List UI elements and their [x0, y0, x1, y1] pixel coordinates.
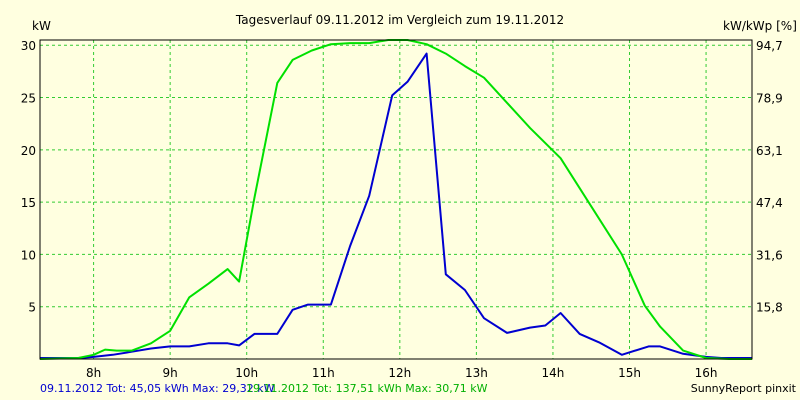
- x-tick-label: 16h: [695, 366, 718, 380]
- tick-labels: 8h 9h 10h 11h 12h 13h 14h 15h 16h 5 10 15 20 25 30 15,8…: [21, 39, 783, 380]
- y-tick-label-right: 78,9: [756, 92, 783, 106]
- x-tick-label: 8h: [86, 366, 101, 380]
- y-tick-label-right: 94,7: [756, 39, 783, 53]
- x-tick-label: 15h: [618, 366, 641, 380]
- x-tick-label: 13h: [465, 366, 488, 380]
- series-line-1: [40, 52, 752, 359]
- series-line-2: [39, 39, 752, 360]
- x-tick-label: 10h: [235, 366, 258, 380]
- y-tick-label-right: 15,8: [756, 301, 783, 315]
- x-tick-label: 11h: [312, 366, 335, 380]
- y-tick-label-left: 15: [21, 196, 36, 210]
- x-tick-label: 12h: [388, 366, 411, 380]
- y-axis-label-left: kW: [32, 19, 51, 33]
- grid: [40, 40, 752, 359]
- chart-title: Tagesverlauf 09.11.2012 im Vergleich zum…: [235, 13, 564, 27]
- x-tick-label: 9h: [163, 366, 178, 380]
- legend-series-1: 09.11.2012 Tot: 45,05 kWh Max: 29,32 kW: [40, 382, 275, 395]
- y-axis-label-right: kW/kWp [%]: [723, 19, 797, 33]
- series-layer: [39, 39, 752, 360]
- legend-series-2: 19.11.2012 Tot: 137,51 kWh Max: 30,71 kW: [246, 382, 488, 395]
- x-tick-label: 14h: [542, 366, 565, 380]
- y-tick-label-left: 20: [21, 144, 36, 158]
- y-tick-label-right: 63,1: [756, 144, 783, 158]
- y-tick-label-left: 30: [21, 39, 36, 53]
- y-tick-label-left: 25: [21, 92, 36, 106]
- y-tick-label-left: 5: [28, 301, 36, 315]
- y-tick-label-right: 47,4: [756, 196, 783, 210]
- credit-text: SunnyReport pinxit: [691, 382, 797, 395]
- y-tick-label-left: 10: [21, 248, 36, 262]
- plot-frame: [39, 39, 753, 360]
- y-tick-label-right: 31,6: [756, 248, 783, 262]
